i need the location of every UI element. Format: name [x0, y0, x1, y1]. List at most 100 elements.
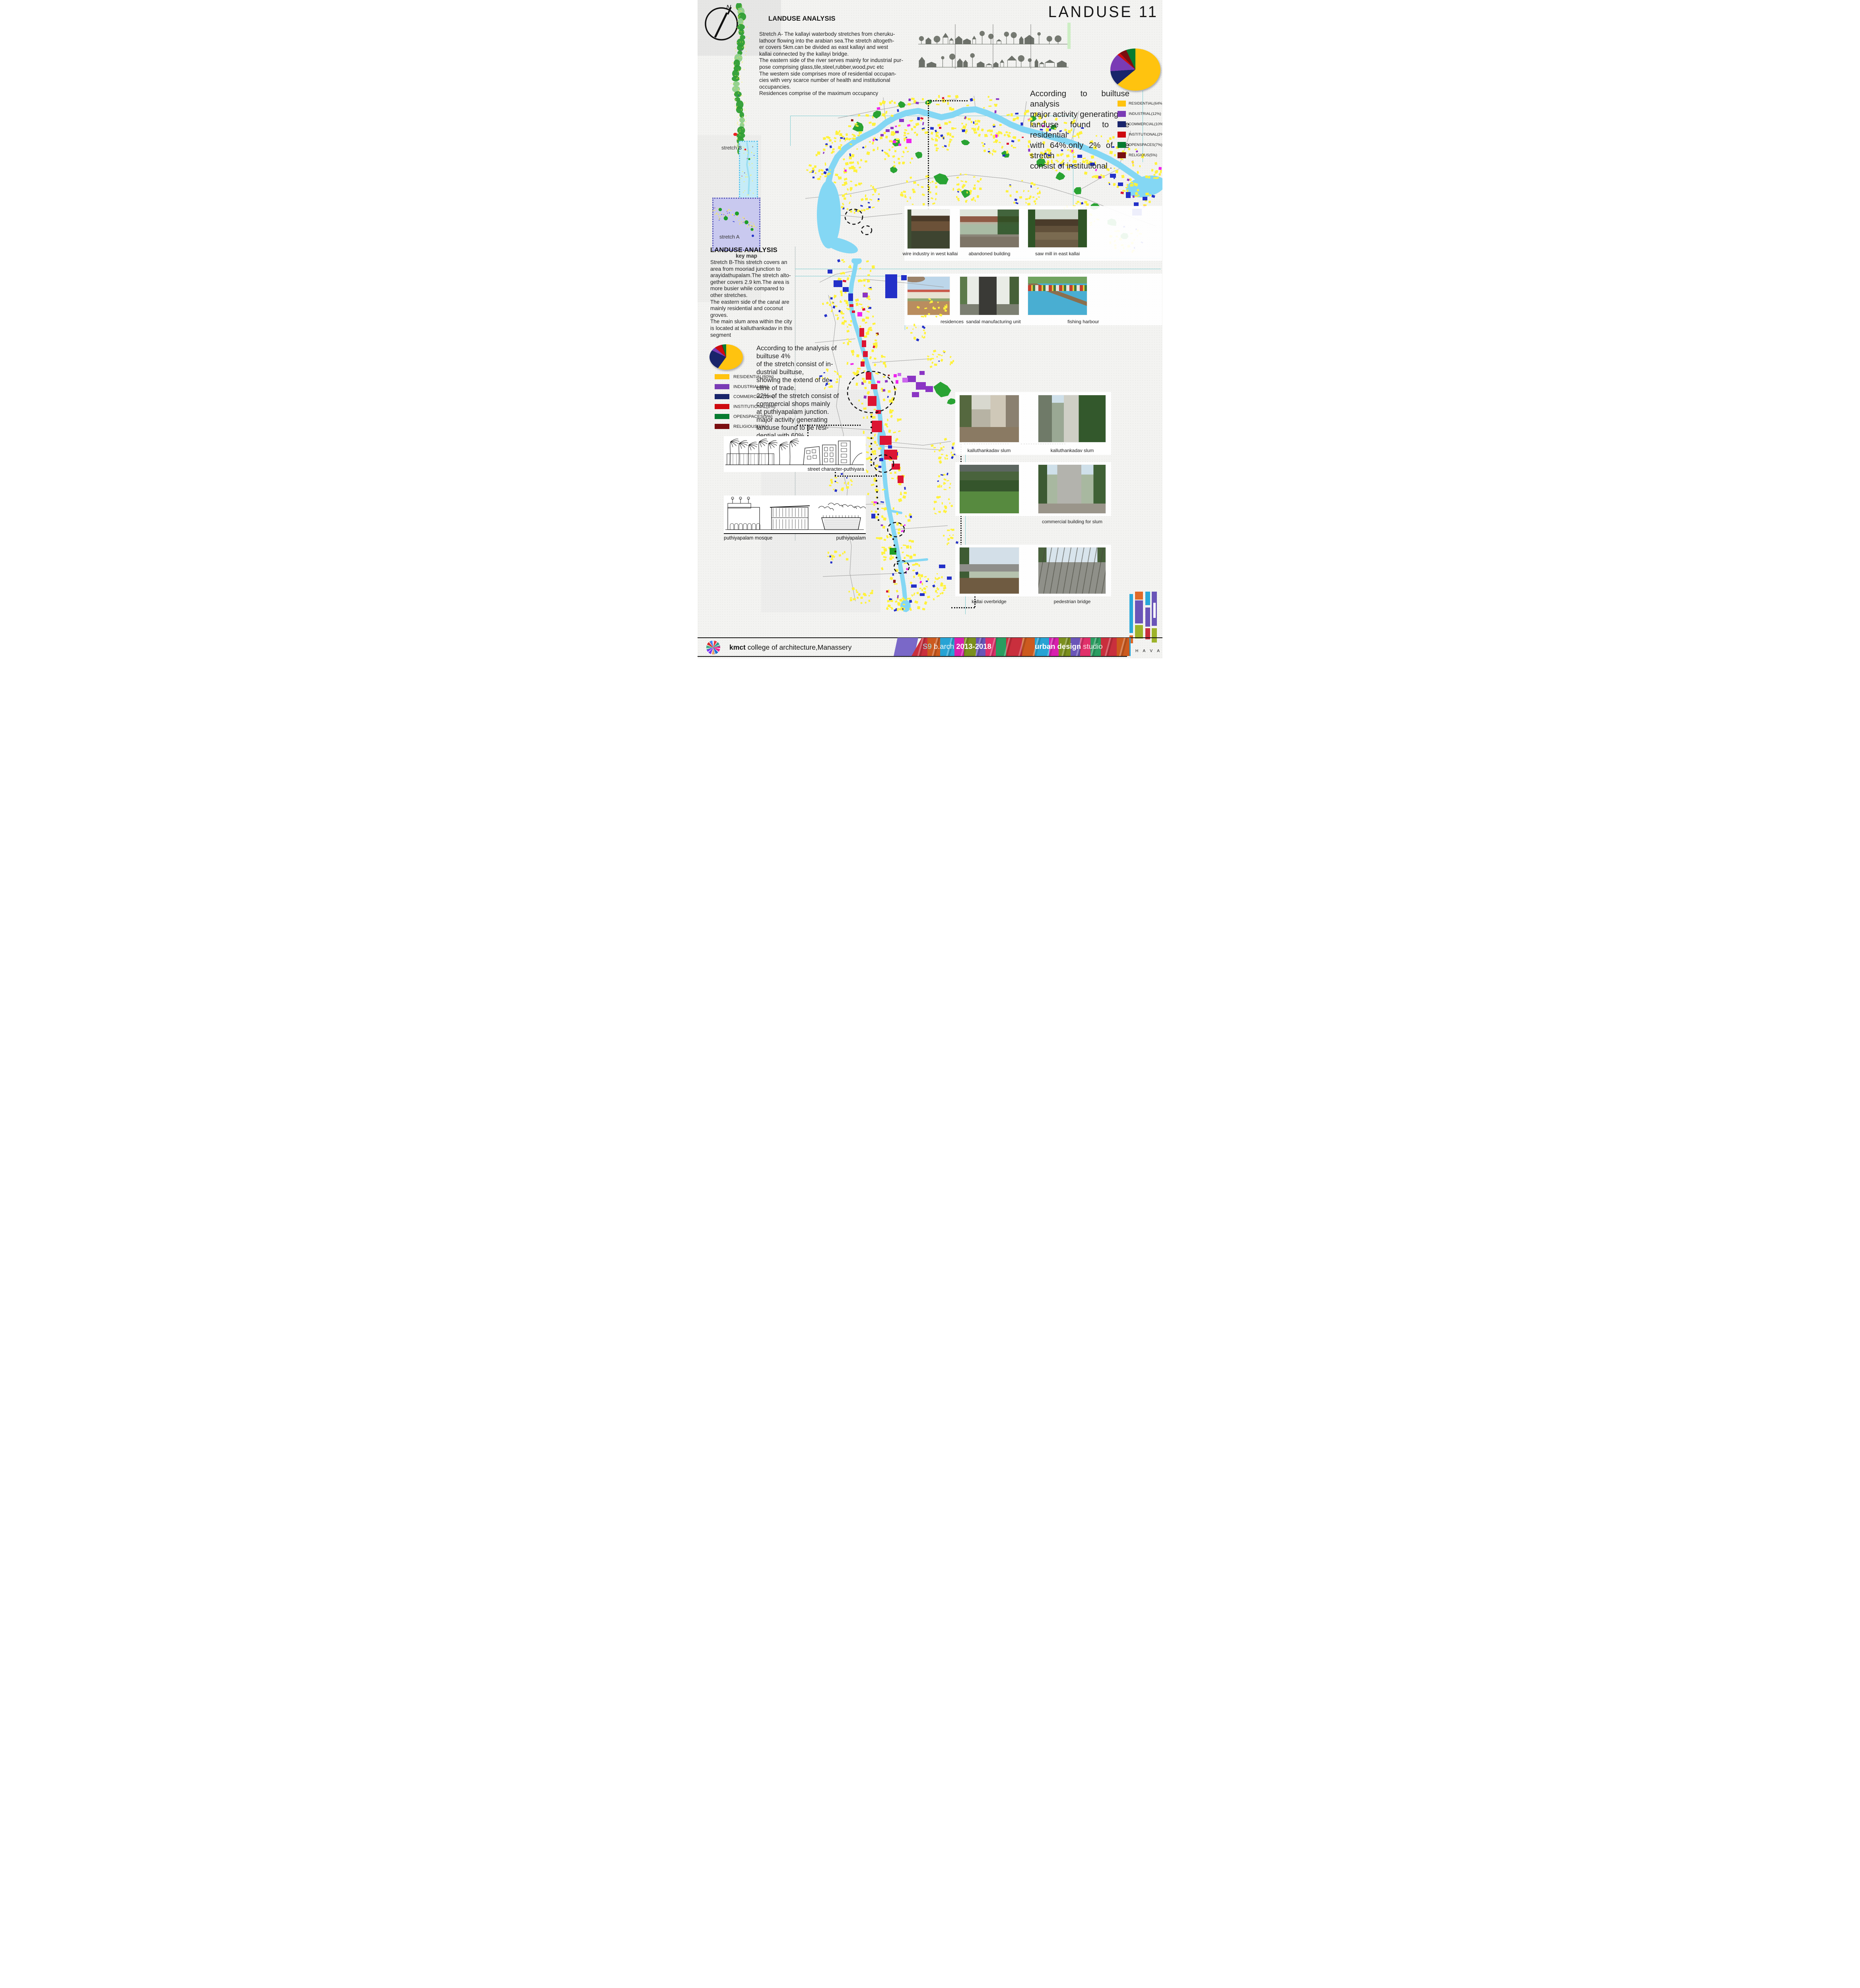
batch-mid: b.arch [931, 642, 956, 650]
legend-item: COMMERCIAL(22%) [715, 394, 794, 399]
photo-fishing-harbour [1028, 277, 1087, 315]
studio-light: studio [1081, 642, 1103, 650]
legend-label: COMMERCIAL(10%) [1129, 122, 1162, 126]
sketch-caption: puthiyapalam mosque [724, 535, 773, 541]
photo-caption: saw mill in east kallai [1035, 251, 1080, 256]
legend-swatch [1118, 101, 1126, 107]
photo-sandal-unit [960, 277, 1019, 315]
compass-north-label: N [726, 4, 731, 11]
legend-item: RELIGIOUS(1%) [715, 424, 794, 429]
photo-residences [908, 277, 950, 315]
photo-caption: kalluthankadav slum [967, 448, 1011, 453]
city-strip-map [731, 3, 750, 155]
legend-label: RESIDENTIAL(60%) [733, 374, 774, 379]
builtuse-note-stretch-b: According to the analysis of builtuse 4%… [756, 345, 839, 439]
photo-caption: kallai overbridge [972, 599, 1007, 604]
poster-landuse-sheet: N LANDUSE 11 LANDUSE ANALYSIS Stretch A-… [698, 0, 1162, 658]
dotted-connector [974, 587, 976, 607]
dotted-connector [951, 607, 975, 608]
frame-line [965, 441, 966, 614]
photo-caption: abandoned building [968, 251, 1011, 256]
dotted-connector [928, 100, 968, 101]
builtuse-note-stretch-a: According to builtuse analysis major act… [1030, 89, 1129, 171]
legend-swatch [715, 394, 729, 399]
studio-bold: urban design [1035, 642, 1081, 650]
photo-caption: commercial building for slum [1042, 519, 1103, 524]
legend-item: INSTITUTIONAL(2%) [1118, 132, 1162, 138]
photo-caption: kalluthankadav slum [1050, 448, 1094, 453]
section-heading-stretch-a: LANDUSE ANALYSIS [768, 15, 836, 22]
dotted-connector [928, 100, 929, 209]
key-map-stretch-a-mini [712, 207, 758, 237]
legend-swatch [1118, 142, 1126, 148]
footer-rule [698, 656, 1127, 657]
legend-swatch [715, 424, 729, 429]
legend-label: RELIGIOUS(1%) [733, 424, 767, 429]
pie-chart-builtuse-stretch-a [1110, 49, 1160, 91]
sketch-caption: street character-puthiyara [807, 466, 864, 472]
pie-chart-builtuse-stretch-b [709, 344, 743, 370]
legend-item: INDUSTRIAL(4%) [715, 384, 794, 389]
green-marker-bar [1067, 23, 1071, 49]
college-name-rest: college of architecture,Manassery [745, 643, 852, 651]
dotted-connector [797, 425, 861, 426]
photo-caption: residences [940, 319, 964, 324]
legend-item: INDUSTRIAL(12%) [1118, 111, 1162, 117]
photo-kalluthankadav-slum-2 [1038, 395, 1106, 442]
pie-legend-stretch-b: RESIDENTIAL(60%) INDUSTRIAL(4%) COMMERCIAL… [715, 374, 794, 434]
frame-line [790, 116, 791, 146]
photo-commercial-building [1038, 465, 1106, 513]
key-map-stretch-a-label: stretch A [719, 234, 740, 240]
photo-kallai-overbridge [960, 547, 1019, 594]
college-name: kmct college of architecture,Manassery [729, 643, 851, 652]
dotted-connector [807, 425, 809, 437]
legend-swatch [715, 404, 729, 409]
photo-wire-industry [908, 210, 950, 248]
college-name-bold: kmct [729, 643, 746, 651]
batch-s9: S9 [923, 642, 932, 650]
batch-label: S9 b.arch 2013-2018 [923, 642, 991, 651]
legend-item: COMMERCIAL(10%) [1118, 121, 1162, 127]
puthiyapalam-sketch [725, 497, 870, 530]
stretch-a-paragraph: Stretch A- The kallayi waterbody stretch… [759, 31, 903, 97]
legend-label: INSTITUTIONAL(8%) [733, 404, 775, 409]
legend-label: RESIDENTIAL(64%) [1129, 101, 1162, 106]
dhavati-logo [1129, 592, 1157, 643]
photo-caption: wire industry in west kallai [902, 251, 958, 256]
streetscape-sketch-panorama [918, 24, 1069, 69]
stretch-b-paragraph: Stretch B-This stretch covers an area fr… [710, 259, 793, 338]
legend-swatch [1118, 121, 1126, 127]
legend-label: INDUSTRIAL(12%) [1129, 112, 1161, 116]
compass-icon: N [705, 4, 738, 41]
legend-item: RESIDENTIAL(60%) [715, 374, 794, 379]
photo-caption: fishing harbour [1067, 319, 1099, 324]
legend-item: RELIGIOUS(5%) [1118, 152, 1162, 158]
landuse-map-stretch-b [814, 258, 958, 612]
key-map-caption: key map [736, 253, 758, 259]
legend-item: OPENSPACES(5%) [715, 414, 794, 419]
legend-item: INSTITUTIONAL(8%) [715, 404, 794, 409]
photo-caption: pedestrian bridge [1053, 599, 1091, 604]
legend-swatch [715, 374, 729, 379]
section-heading-stretch-b: LANDUSE ANALYSIS [710, 247, 777, 254]
legend-label: COMMERCIAL(22%) [733, 394, 775, 399]
street-character-sketch-panel: street character-puthiyara [724, 436, 866, 472]
batch-years: 2013-2018 [956, 642, 991, 650]
legend-swatch [1118, 152, 1126, 158]
legend-item: RESIDENTIAL(64%) [1118, 101, 1162, 107]
legend-label: RELIGIOUS(5%) [1129, 153, 1157, 157]
legend-swatch [1118, 132, 1126, 138]
dhavati-logo-text: D H A V A T I [1128, 649, 1162, 653]
footer-collage-band: S9 b.arch 2013-2018 urban design studio [912, 638, 1131, 656]
legend-label: INSTITUTIONAL(2%) [1129, 132, 1162, 137]
dotted-connector [835, 472, 836, 476]
pie-legend-stretch-a: RESIDENTIAL(64%) INDUSTRIAL(12%) COMMERCIA… [1118, 101, 1162, 163]
photo-pedestrian-bridge [1038, 547, 1106, 594]
dotted-connector [835, 476, 884, 477]
key-map-stretch-a-box [712, 198, 760, 251]
page-title: LANDUSE 11 [1048, 3, 1158, 21]
legend-label: OPENSPACES(5%) [733, 414, 773, 419]
photo-kalluthankadav-slum-1 [960, 395, 1019, 442]
key-map-stretch-b-mini [741, 142, 755, 196]
legend-label: INDUSTRIAL(4%) [733, 384, 769, 389]
